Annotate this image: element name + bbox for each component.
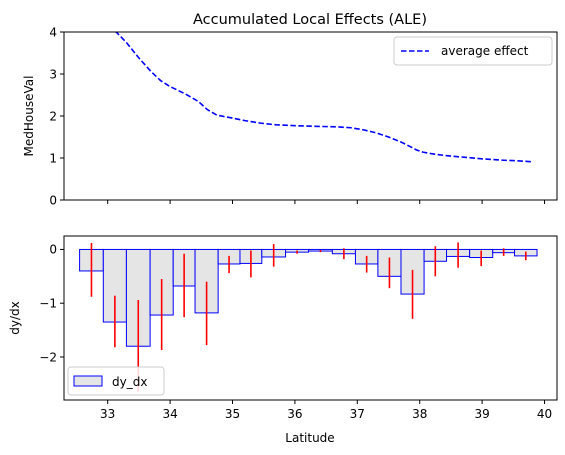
top-legend: average effect	[393, 36, 553, 66]
top-legend-frame	[393, 36, 553, 66]
bottom-y-axis-label: dy/dx	[8, 301, 22, 334]
top-y-tick-label: 1	[49, 151, 57, 165]
bottom-axes-frame	[63, 235, 558, 401]
top-panel: Accumulated Local Effects (ALE) 0 1 2 3 4 Me…	[22, 12, 558, 207]
bottom-x-tick-label: 39	[474, 407, 489, 421]
bottom-y-tick-label: 0	[49, 243, 57, 257]
bottom-x-tick-label: 35	[225, 407, 240, 421]
bottom-legend: dy_dx	[67, 366, 165, 396]
top-y-tick-label: 4	[49, 25, 57, 39]
bottom-x-ticks: 33 34 35 36 37 38 39 40	[100, 400, 552, 421]
bottom-y-tick-label: −2	[39, 350, 57, 364]
bottom-x-axis-label: Latitude	[285, 431, 334, 445]
bottom-plot-area	[79, 242, 538, 392]
chart-title: Accumulated Local Effects (ALE)	[193, 12, 427, 28]
legend-label-average-effect: average effect	[441, 44, 529, 58]
bottom-y-ticks: −2 −1 0	[39, 243, 64, 364]
legend-swatch-dy-dx	[73, 375, 103, 387]
series-line-average-effect	[114, 32, 533, 163]
top-y-axis-label: MedHouseVal	[22, 76, 36, 157]
top-x-ticks	[107, 200, 546, 204]
bottom-x-tick-label: 36	[287, 407, 302, 421]
legend-label-dy-dx: dy_dx	[112, 375, 147, 389]
bottom-panel: −2 −1 0 33 34 35 36 37 38 39 40 dy/dx Latitude dy…	[8, 235, 558, 445]
bottom-y-tick-label: −1	[39, 297, 57, 311]
bottom-x-tick-label: 33	[100, 407, 115, 421]
bottom-legend-frame	[67, 366, 165, 396]
top-plot-area	[114, 32, 533, 163]
bottom-x-tick-label: 40	[537, 407, 552, 421]
bottom-x-tick-label: 38	[412, 407, 427, 421]
top-y-tick-label: 2	[49, 109, 57, 123]
top-y-tick-label: 3	[49, 67, 57, 81]
bottom-x-tick-label: 34	[162, 407, 177, 421]
top-y-tick-label: 0	[49, 193, 57, 207]
top-y-ticks: 0 1 2 3 4	[49, 25, 64, 207]
bottom-x-tick-label: 37	[350, 407, 365, 421]
